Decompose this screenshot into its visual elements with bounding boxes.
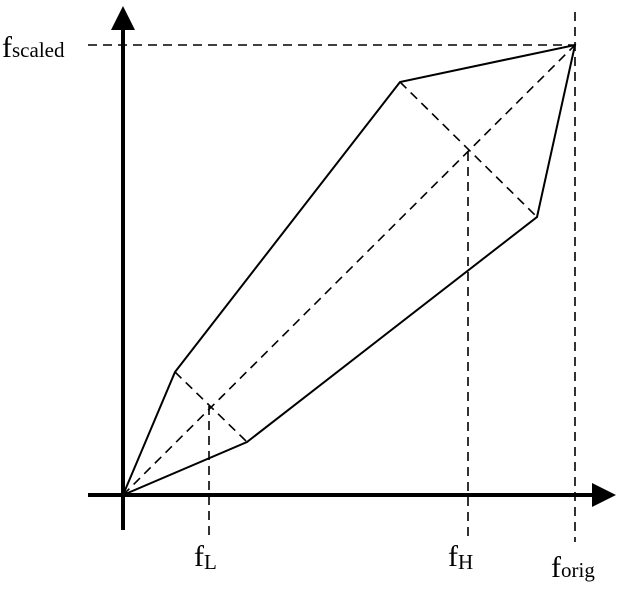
diagonal: [122, 44, 576, 496]
perpendicular-low: [174, 371, 248, 443]
x-axis-label: forig: [551, 551, 595, 584]
f-high-label: fH: [448, 540, 473, 574]
y-axis-label: fscaled: [2, 31, 65, 64]
f-low-label: fL: [194, 540, 217, 574]
mapping-region: [121, 43, 577, 497]
perpendicular-high: [399, 81, 538, 218]
